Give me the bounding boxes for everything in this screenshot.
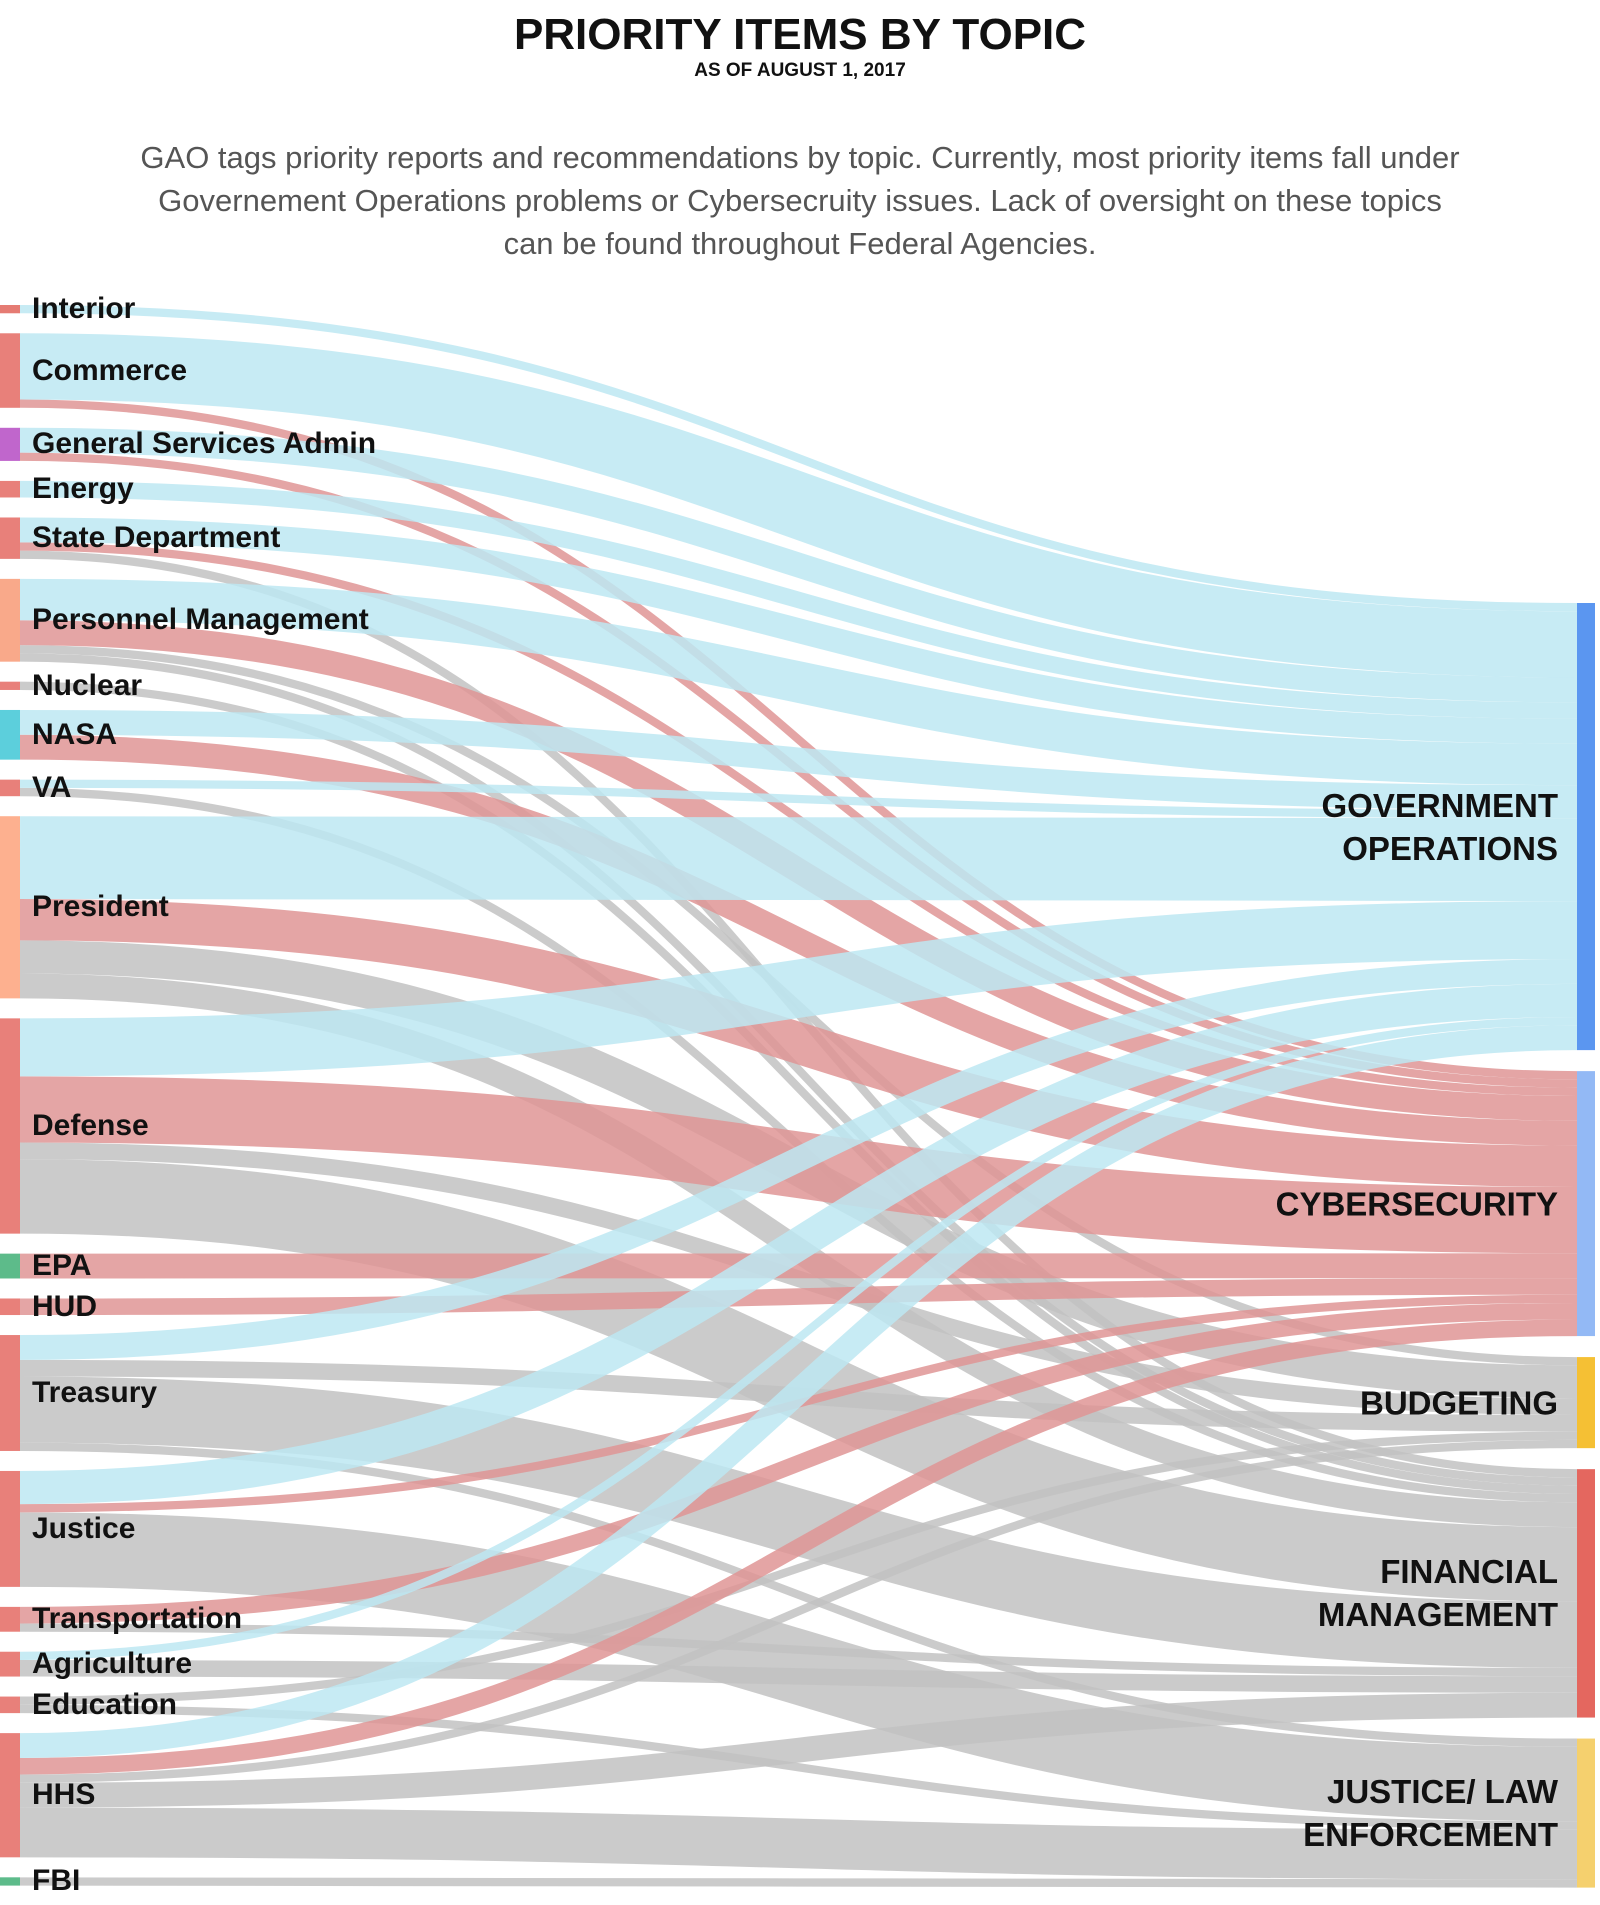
link [19, 578, 1578, 786]
link [19, 480, 1578, 719]
node-bar [0, 1335, 20, 1451]
agency-label: HHS [32, 1778, 96, 1812]
agency-label: HUD [32, 1289, 97, 1323]
link [19, 1376, 1578, 1668]
link [19, 709, 1578, 810]
node-bar [0, 816, 20, 999]
agency-label: Interior [32, 292, 136, 326]
description: GAO tags priority reports and recommenda… [140, 140, 1460, 261]
node-bar [1577, 603, 1595, 1051]
link [19, 305, 1578, 612]
node-bar [0, 709, 20, 760]
link [19, 1439, 1578, 1783]
agency-label: EPA [32, 1249, 92, 1283]
agency-label: Personnel Management [32, 603, 369, 637]
link [19, 1623, 1578, 1677]
agency-label: Justice [32, 1511, 136, 1545]
node-bar [1577, 1738, 1595, 1888]
agency-label: FBI [32, 1864, 81, 1898]
agency-label: Energy [32, 472, 134, 506]
node-bar [0, 578, 20, 662]
link [19, 779, 1578, 819]
node-bar [0, 1651, 20, 1677]
agency-label: VA [32, 770, 72, 804]
links [19, 305, 1578, 1888]
node-bar [0, 1253, 20, 1279]
node-bar [0, 1733, 20, 1858]
node-bar [1577, 1071, 1595, 1337]
node-bar [0, 1606, 20, 1632]
link [19, 1319, 1578, 1775]
topic-label: FINANCIAL MANAGEMENT [1317, 1553, 1558, 1634]
link [19, 333, 1578, 678]
link [19, 427, 1578, 703]
link [19, 1660, 1578, 1693]
agency-label: State Department [32, 521, 281, 555]
agency-label: Transportation [32, 1602, 243, 1636]
agency-label: Defense [32, 1109, 149, 1142]
chart-subtitle: AS OF AUGUST 1, 2017 [694, 60, 906, 81]
agency-label: Commerce [32, 353, 188, 387]
link [19, 1704, 1578, 1830]
link [19, 1142, 1578, 1416]
node-bar [0, 1018, 20, 1234]
node-bar [0, 1877, 20, 1886]
link [19, 517, 1578, 744]
node-bar [0, 681, 20, 690]
link [19, 899, 1578, 1188]
agency-label: Treasury [32, 1376, 158, 1409]
node-bar [0, 427, 20, 461]
link [19, 1692, 1578, 1808]
link [19, 816, 1578, 902]
agency-label: General Services Admin [32, 427, 377, 461]
node-bar [0, 1298, 20, 1316]
node-bar [0, 333, 20, 408]
node-bar [0, 779, 20, 797]
link [19, 1302, 1578, 1624]
link [19, 959, 1578, 1360]
node-bar [0, 1696, 20, 1714]
agency-label: Agriculture [32, 1647, 193, 1681]
node-bar [0, 480, 20, 498]
link [19, 653, 1578, 1486]
link [19, 1512, 1578, 1822]
link [19, 1807, 1578, 1880]
agency-label: NASA [32, 717, 118, 751]
agency-label: President [32, 890, 169, 924]
link [19, 1025, 1578, 1758]
topic-label: JUSTICE/ LAW ENFORCEMENT [1303, 1773, 1558, 1854]
chart-title: PRIORITY ITEMS BY TOPIC [513, 10, 1087, 59]
link [19, 734, 1578, 1146]
node-bar [1577, 1469, 1595, 1718]
agency-label: Nuclear [32, 668, 143, 702]
node-bar [0, 517, 20, 559]
link [19, 983, 1578, 1505]
link [19, 1431, 1578, 1705]
agency-label: Education [32, 1687, 178, 1721]
topic-label: BUDGETING [1360, 1384, 1558, 1422]
link [19, 1278, 1578, 1316]
node-bar [1577, 1357, 1595, 1449]
node-bar [0, 1470, 20, 1587]
link [19, 1017, 1578, 1660]
topic-label: GOVERNMENT OPERATIONS [1321, 786, 1558, 867]
node-bar [0, 305, 20, 314]
link [19, 901, 1578, 1077]
link [19, 1877, 1578, 1888]
topic-label: CYBERSECURITY [1275, 1185, 1558, 1223]
